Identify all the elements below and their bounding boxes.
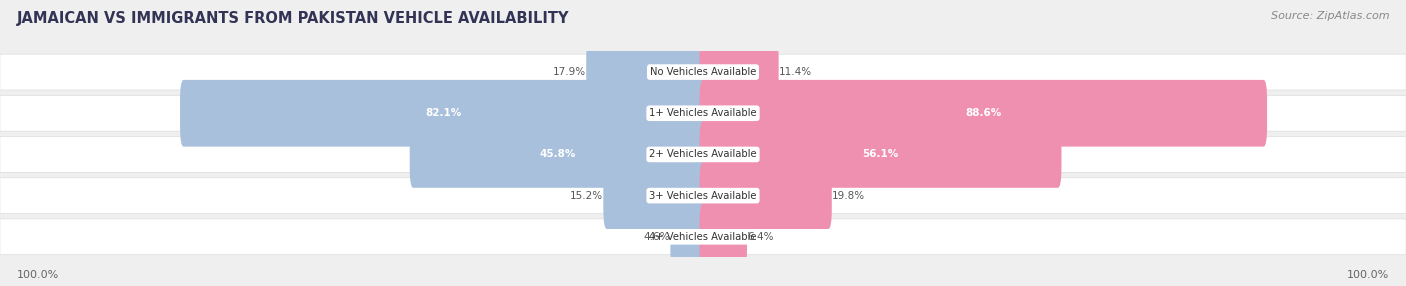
Text: 4.6%: 4.6%	[644, 232, 671, 242]
FancyBboxPatch shape	[0, 178, 1406, 214]
Text: 56.1%: 56.1%	[862, 150, 898, 159]
Text: 6.4%: 6.4%	[747, 232, 773, 242]
Text: 19.8%: 19.8%	[832, 191, 865, 200]
FancyBboxPatch shape	[409, 121, 707, 188]
Text: 15.2%: 15.2%	[571, 191, 603, 200]
FancyBboxPatch shape	[700, 121, 1062, 188]
Text: 100.0%: 100.0%	[1347, 270, 1389, 279]
FancyBboxPatch shape	[0, 95, 1406, 131]
Text: Source: ZipAtlas.com: Source: ZipAtlas.com	[1271, 11, 1389, 21]
Text: 3+ Vehicles Available: 3+ Vehicles Available	[650, 191, 756, 200]
FancyBboxPatch shape	[700, 80, 1267, 147]
FancyBboxPatch shape	[700, 203, 747, 270]
Text: 88.6%: 88.6%	[965, 108, 1001, 118]
FancyBboxPatch shape	[603, 162, 707, 229]
FancyBboxPatch shape	[700, 39, 779, 106]
Text: 100.0%: 100.0%	[17, 270, 59, 279]
Text: JAMAICAN VS IMMIGRANTS FROM PAKISTAN VEHICLE AVAILABILITY: JAMAICAN VS IMMIGRANTS FROM PAKISTAN VEH…	[17, 11, 569, 26]
FancyBboxPatch shape	[0, 136, 1406, 172]
Text: No Vehicles Available: No Vehicles Available	[650, 67, 756, 77]
Text: 11.4%: 11.4%	[779, 67, 811, 77]
FancyBboxPatch shape	[700, 162, 832, 229]
FancyBboxPatch shape	[0, 219, 1406, 255]
FancyBboxPatch shape	[586, 39, 707, 106]
Text: 2+ Vehicles Available: 2+ Vehicles Available	[650, 150, 756, 159]
FancyBboxPatch shape	[0, 54, 1406, 90]
Text: 4+ Vehicles Available: 4+ Vehicles Available	[650, 232, 756, 242]
Text: 1+ Vehicles Available: 1+ Vehicles Available	[650, 108, 756, 118]
FancyBboxPatch shape	[671, 203, 707, 270]
Text: 17.9%: 17.9%	[553, 67, 586, 77]
Text: 82.1%: 82.1%	[425, 108, 461, 118]
Text: 45.8%: 45.8%	[540, 150, 576, 159]
FancyBboxPatch shape	[180, 80, 707, 147]
